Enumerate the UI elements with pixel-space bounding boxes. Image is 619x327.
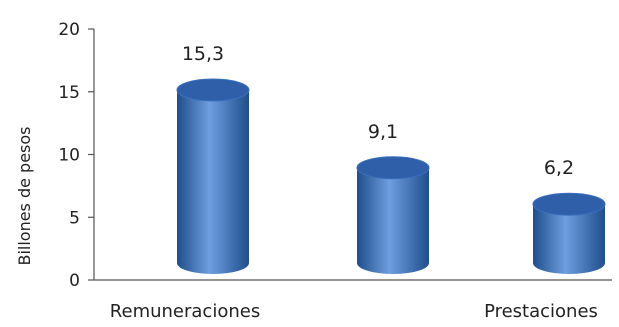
bar [356, 156, 430, 274]
x-tick-labels: Remuneraciones Prestaciones [110, 301, 598, 322]
bar [532, 192, 606, 274]
bar-top [356, 156, 430, 180]
x-tick-label: Remuneraciones [110, 301, 260, 322]
bar [176, 78, 250, 274]
bar-body [533, 204, 605, 274]
bar-body [177, 89, 249, 274]
y-tick-label: 0 [69, 271, 80, 291]
data-label: 6,2 [544, 157, 574, 179]
y-ticks: 0 5 10 15 20 [58, 20, 94, 291]
x-tick-label: Prestaciones [484, 301, 598, 322]
y-tick-label: 10 [58, 146, 80, 166]
data-label: 9,1 [368, 121, 398, 143]
data-label: 15,3 [182, 43, 224, 65]
y-tick-label: 20 [58, 20, 80, 40]
data-labels: 15,3 9,1 6,2 [182, 43, 574, 179]
y-tick-label: 15 [58, 83, 80, 103]
bar-body [357, 167, 429, 274]
bar-top [532, 192, 606, 216]
y-tick-label: 5 [69, 208, 80, 228]
bars [176, 78, 606, 274]
bar-top [176, 78, 250, 102]
y-axis-label: Billones de pesos [15, 126, 34, 265]
